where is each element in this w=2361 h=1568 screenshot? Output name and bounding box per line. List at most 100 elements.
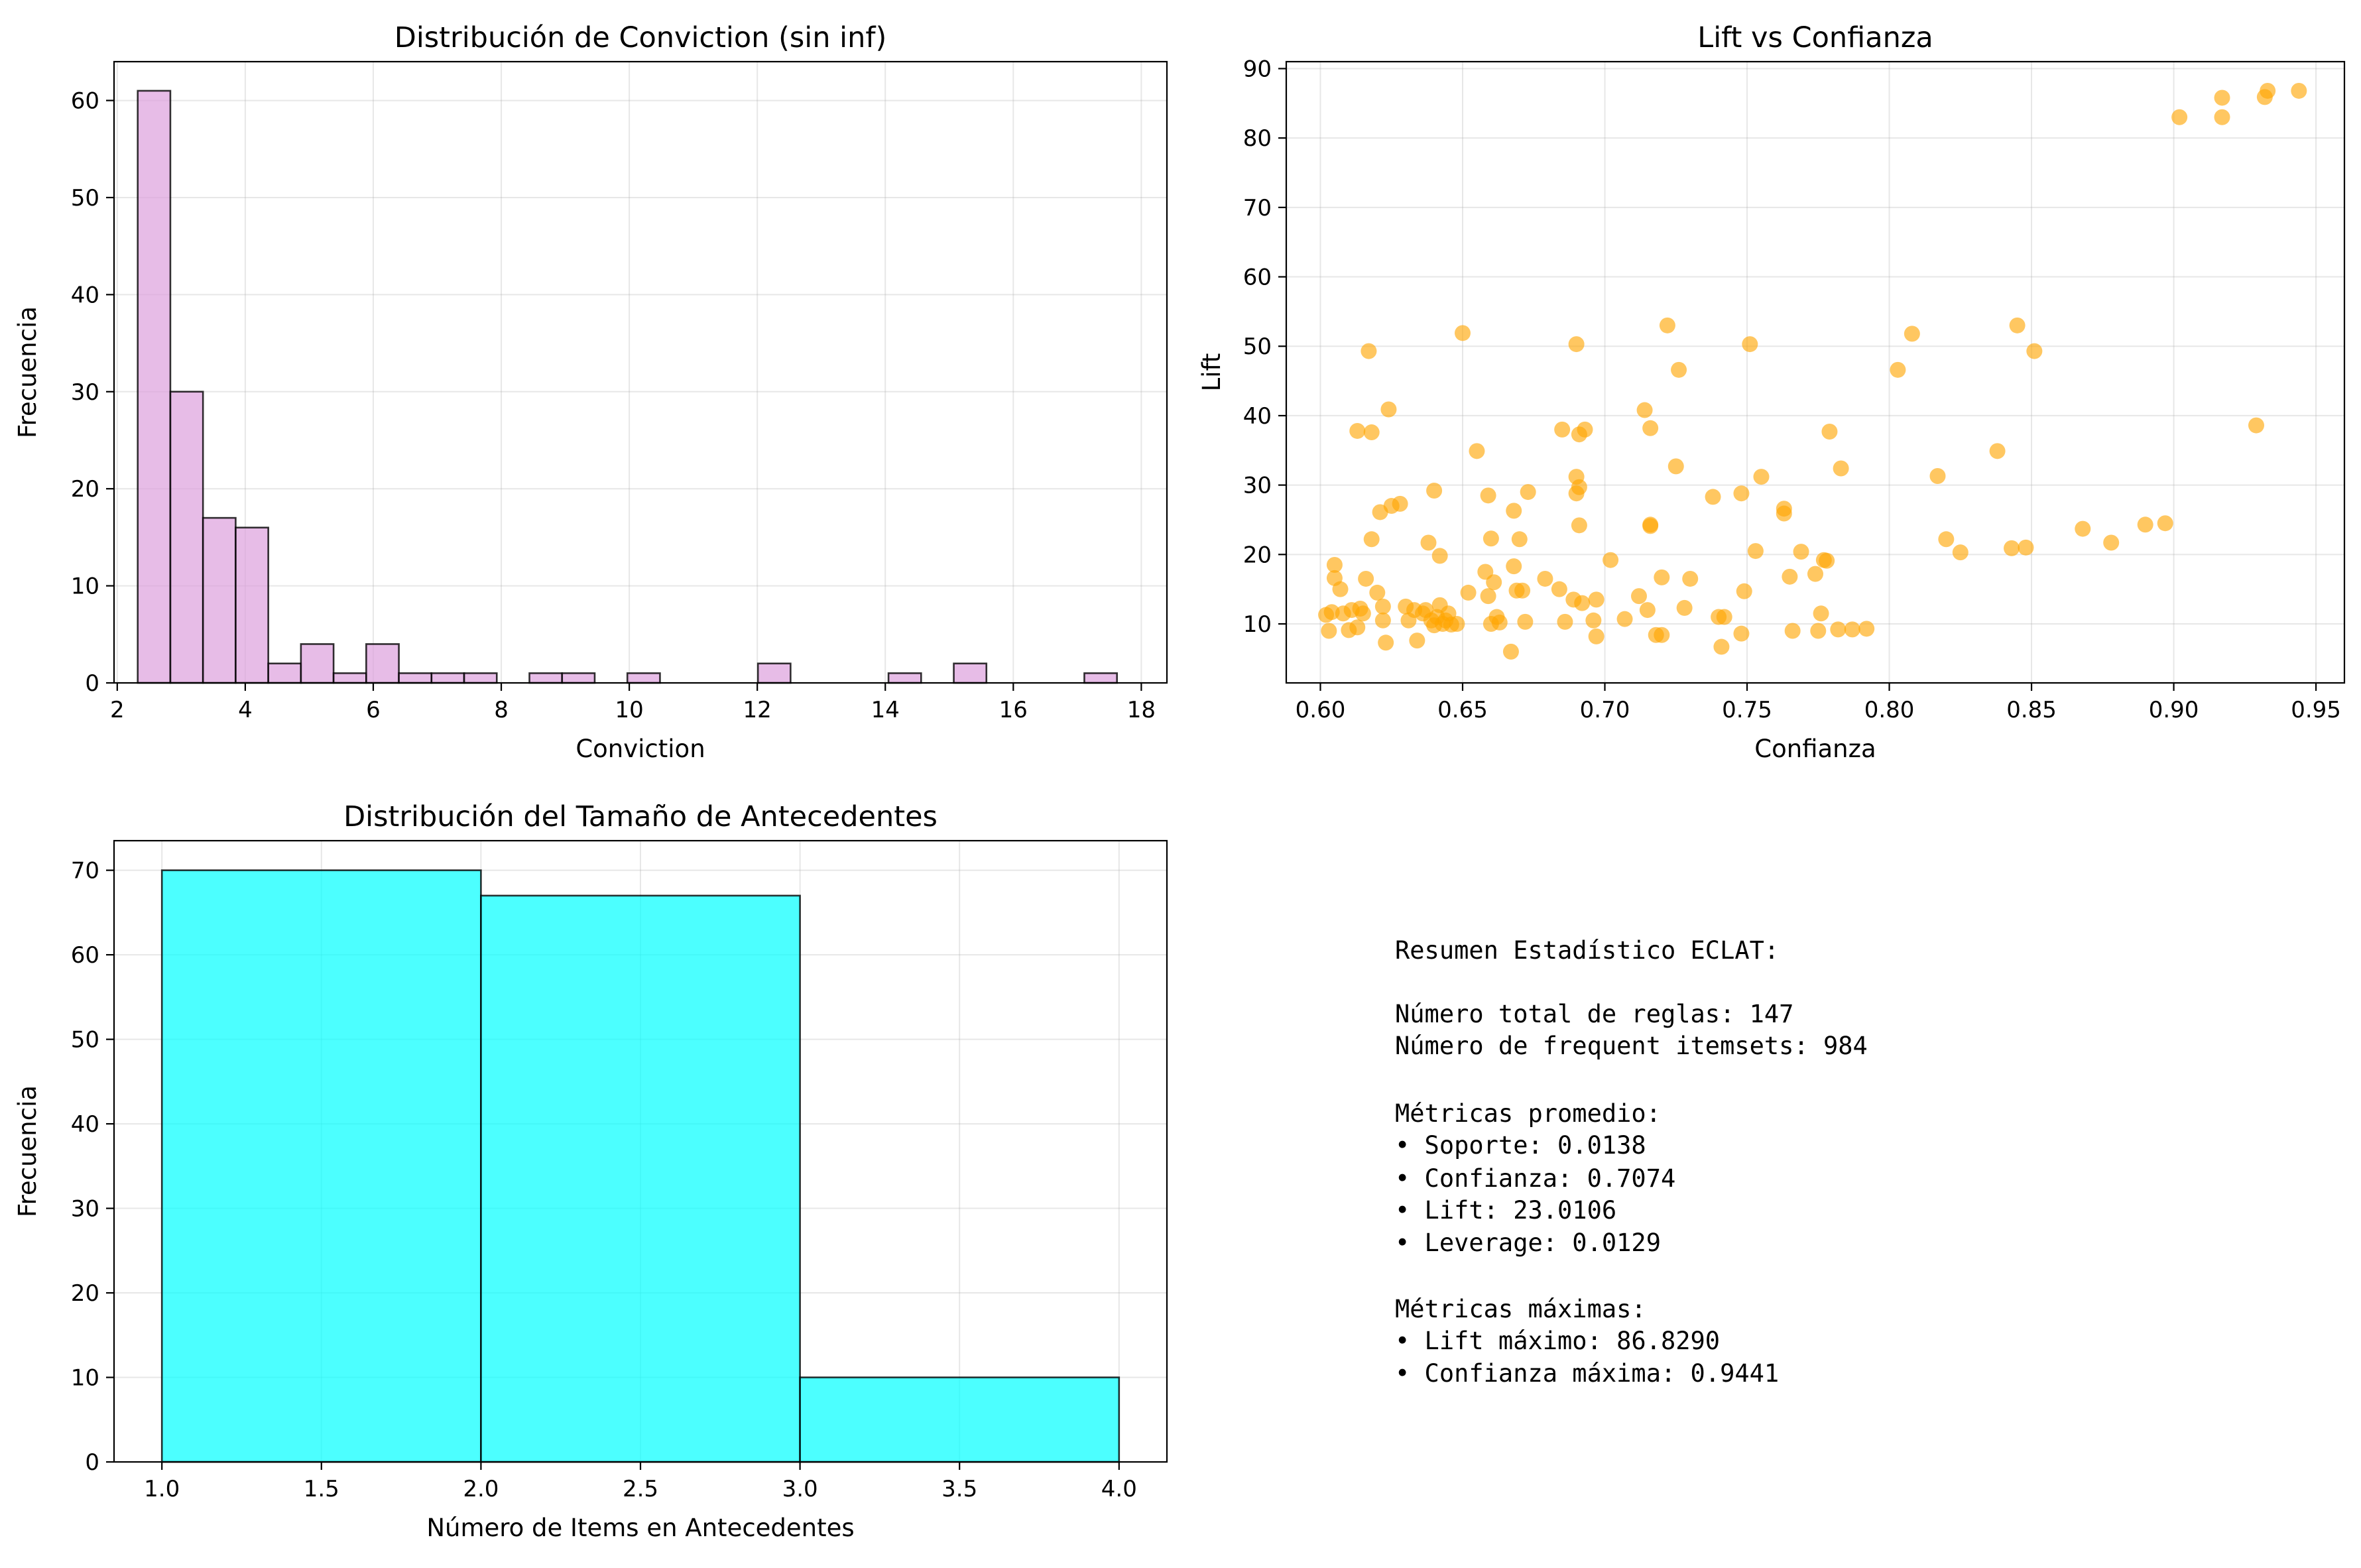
scatter-point [1904,326,1920,342]
histogram-bar [528,672,564,684]
scatter-point [2026,343,2043,359]
antecedent-chart-title: Distribución del Tamaño de Antecedentes [343,800,938,833]
y-tick-label: 30 [71,1196,99,1223]
histogram-bar [202,516,237,684]
scatter-point [1819,552,1835,569]
scatter-point [1636,402,1653,418]
scatter-point [1585,612,1602,629]
x-tick-label: 0.80 [1864,697,1915,723]
histogram-bar [332,672,367,684]
scatter-point [1514,582,1531,599]
scatter-point [1733,485,1750,502]
scatter-point [1716,609,1732,625]
scatter-point [1676,599,1693,616]
y-tick-label: 50 [1243,333,1272,360]
scatter-point [1782,568,1798,585]
x-tick-label: 16 [999,697,1028,723]
scatter-point [1742,336,1758,353]
histogram-bar [160,869,482,1463]
y-tick-label: 50 [71,185,99,211]
scatter-point [1577,421,1593,438]
scatter-point [1355,605,1371,622]
x-tick-label: 4.0 [1101,1476,1137,1502]
histogram-bar [799,1376,1120,1463]
scatter-point [1793,544,1809,560]
scatter-point [1511,531,1528,548]
scatter-point [1420,534,1437,551]
scatter-point [1574,595,1591,611]
scatter-point [1642,518,1659,534]
scatter-point [2075,520,2091,537]
scatter-point [1952,544,1968,561]
scatter-y-axis-label: Lift [1197,353,1226,392]
y-tick-label: 30 [1243,473,1272,499]
scatter-point [1409,633,1425,649]
histogram-bar [267,662,302,684]
scatter-point [1517,613,1534,630]
y-tick-label: 40 [71,1111,99,1138]
scatter-point [1929,468,1946,485]
summary-max-confidence: • Confianza máxima: 0.9441 [1395,1359,1779,1388]
scatter-point [1890,361,1906,378]
scatter-point [1392,495,1408,512]
summary-avg-heading: Métricas promedio: [1395,1099,1661,1128]
scatter-point [2248,417,2264,434]
scatter-point [1813,605,1829,622]
y-tick-label: 30 [71,379,99,406]
conviction-chart-title: Distribución de Conviction (sin inf) [394,21,887,54]
scatter-point [2291,82,2307,99]
scatter-point [1486,574,1502,591]
scatter-point [1753,469,1770,485]
y-tick-label: 50 [71,1027,99,1054]
x-tick-label: 10 [615,697,643,723]
conviction-x-axis-label: Conviction [575,735,705,763]
x-tick-label: 2 [110,697,125,723]
summary-total-rules: Número total de reglas: 147 [1395,1000,1793,1028]
scatter-point [1667,458,1684,475]
histogram-bar [169,391,204,684]
summary-max-heading: Métricas máximas: [1395,1295,1646,1323]
x-tick-label: 6 [366,697,381,723]
histogram-bar [398,672,433,684]
y-tick-label: 60 [1243,265,1272,291]
scatter-point [1361,343,1377,359]
x-tick-label: 18 [1127,697,1156,723]
scatter-point [1537,570,1553,587]
x-tick-label: 0.95 [2291,697,2341,723]
x-tick-label: 8 [494,697,509,723]
x-tick-label: 2.5 [623,1476,658,1502]
scatter-point [1480,588,1496,605]
scatter-point [1654,627,1670,643]
scatter-point [1807,566,1823,582]
scatter-point [1568,336,1585,353]
y-tick-label: 20 [71,476,99,503]
scatter-point [1374,612,1391,629]
x-tick-label: 0.70 [1580,697,1630,723]
lift-vs-confianza-panel: 0.60 0.65 0.70 0.75 0.80 0.85 0.90 0.95 10 20 30 40… [1197,21,2346,763]
conviction-plot-frame [113,60,1168,684]
scatter-point [1616,611,1633,627]
scatter-point [1844,621,1860,638]
scatter-point [1821,424,1838,440]
scatter-point [1431,548,1448,564]
y-tick-label: 90 [1243,56,1272,82]
scatter-point [1571,517,1587,534]
y-tick-label: 60 [71,88,99,115]
scatter-point [2214,90,2230,106]
x-tick-label: 3.5 [941,1476,977,1502]
scatter-point [1631,588,1647,605]
y-tick-label: 70 [71,858,99,884]
scatter-point [1374,598,1391,615]
scatter-point [1378,634,1394,651]
y-tick-label: 40 [71,282,99,308]
scatter-point [1858,621,1875,637]
scatter-point [2260,82,2276,99]
y-tick-label: 10 [71,573,99,600]
x-tick-label: 4 [238,697,253,723]
scatter-point [1380,401,1397,418]
scatter-point [1642,420,1659,436]
scatter-points [1318,82,2307,660]
y-tick-label: 20 [71,1280,99,1307]
y-tick-label: 20 [1243,542,1272,568]
